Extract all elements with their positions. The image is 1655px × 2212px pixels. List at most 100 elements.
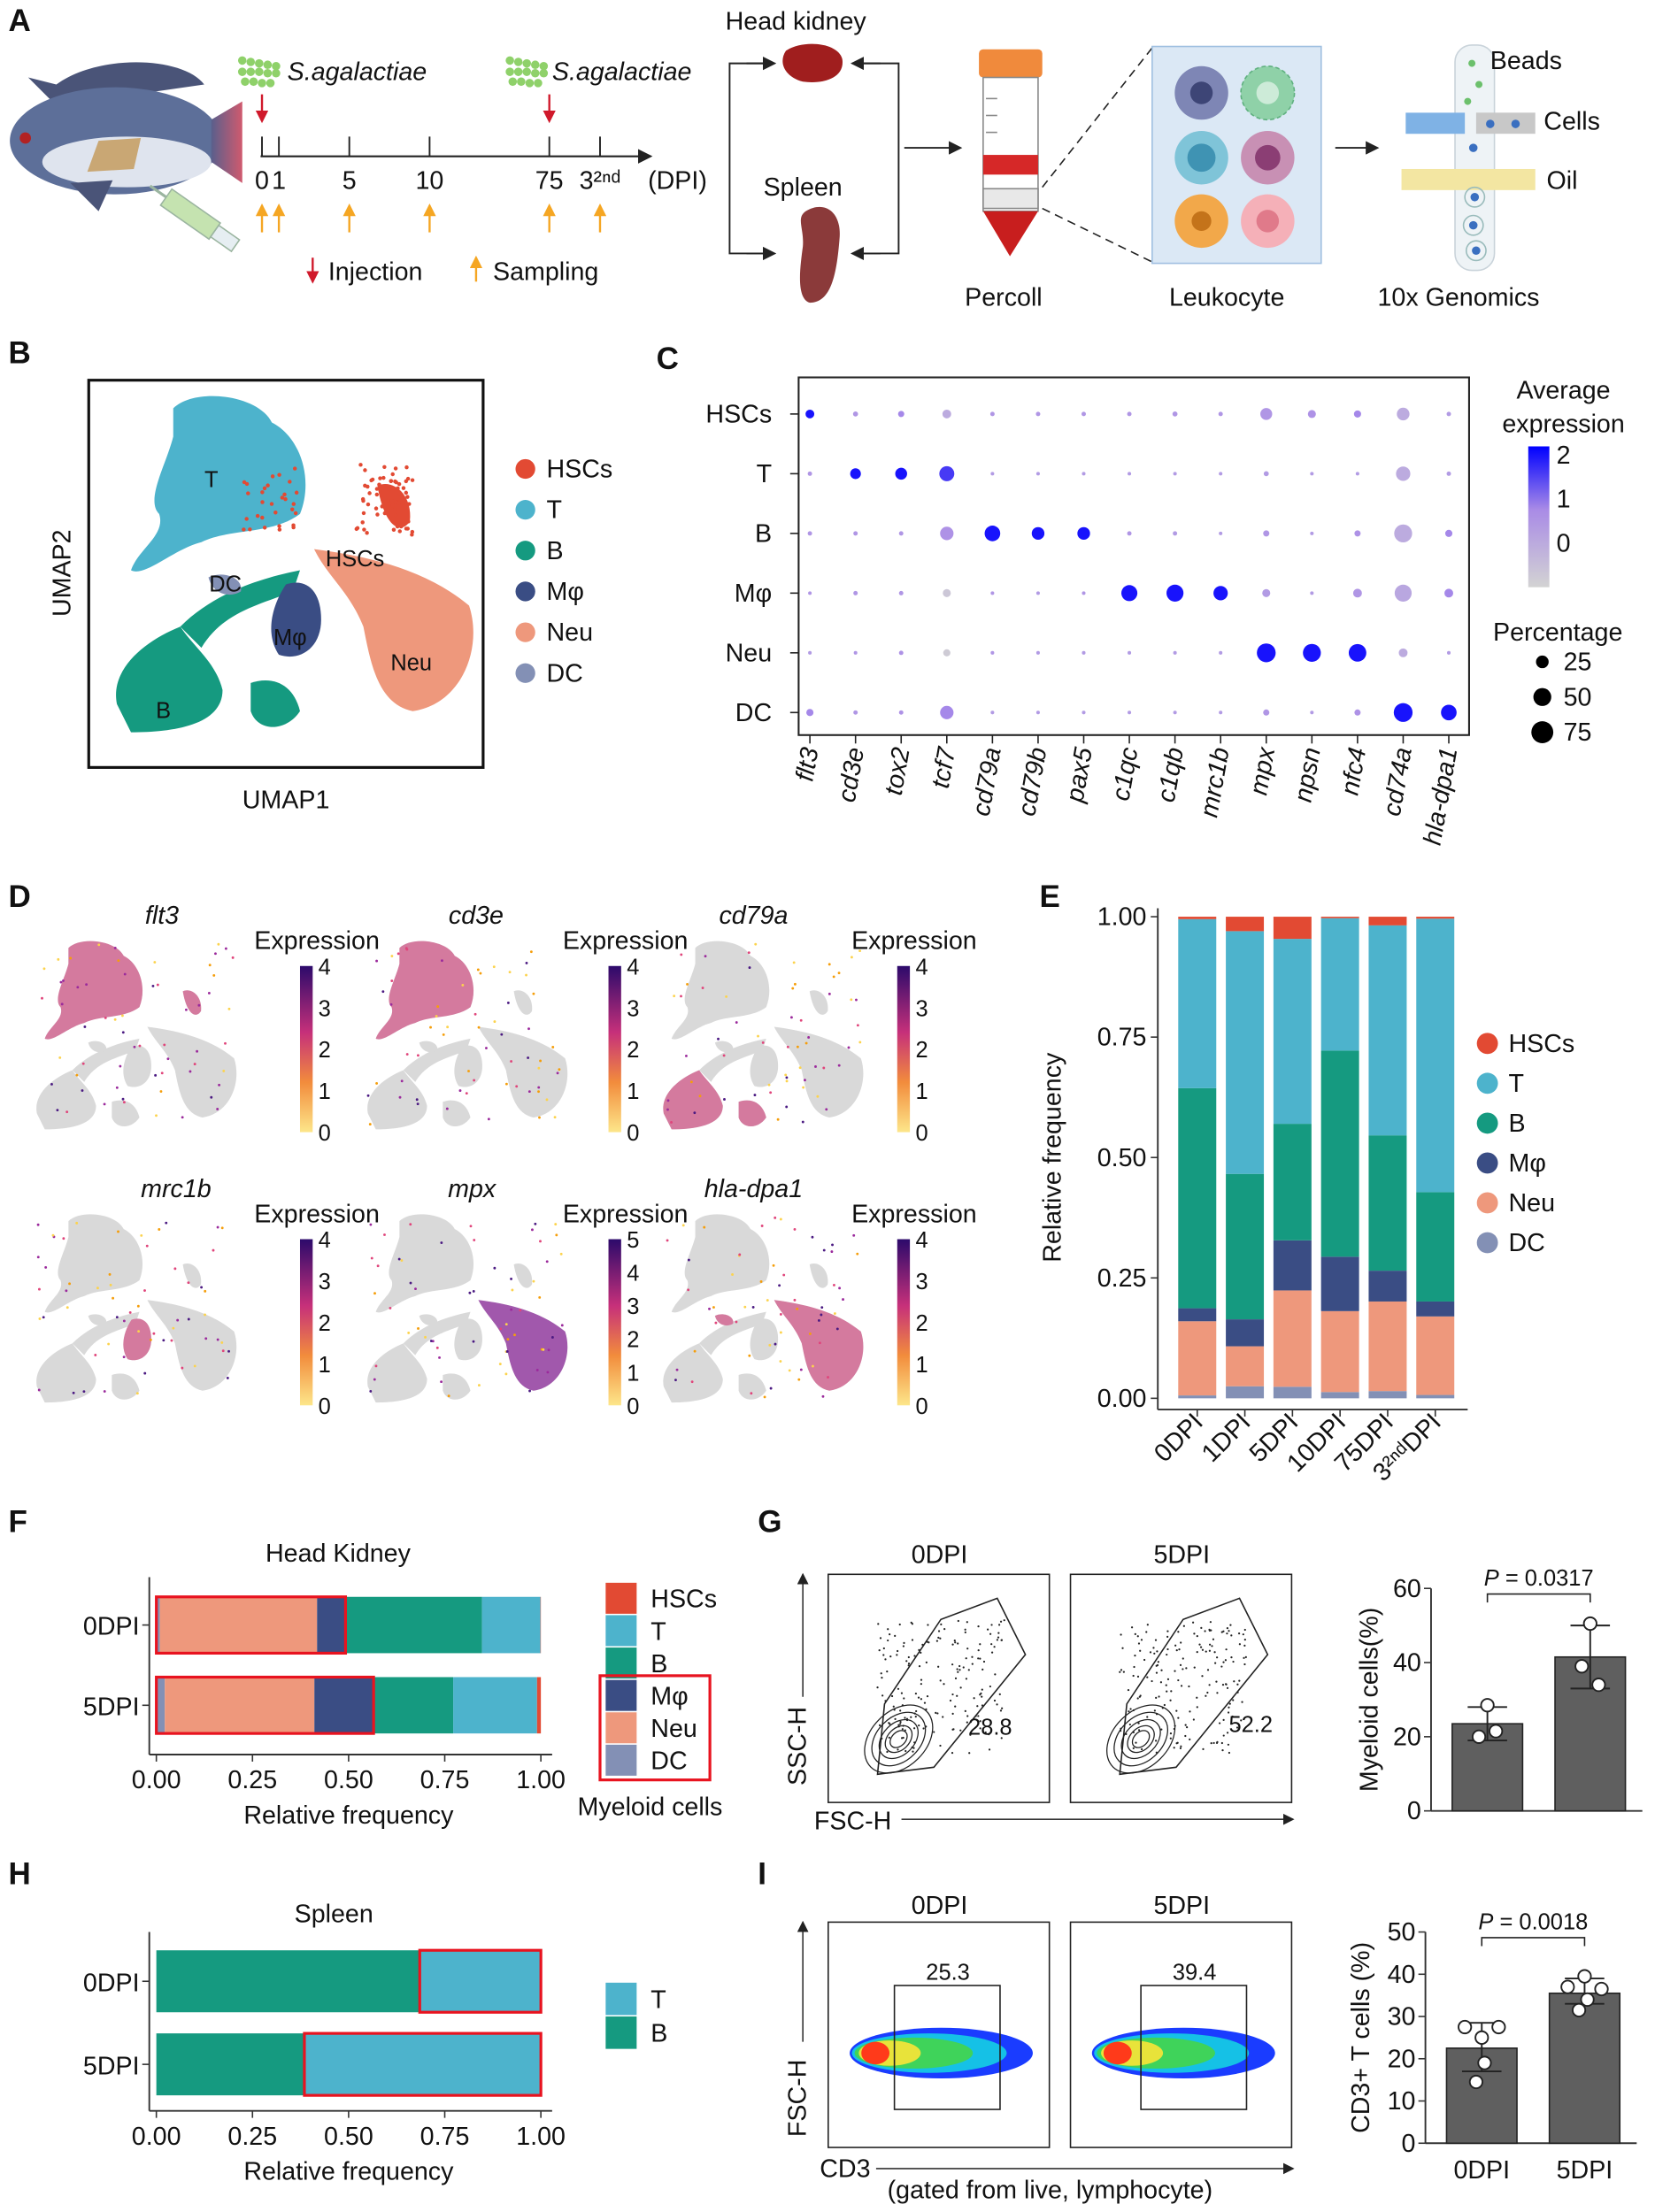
event-dot [888,1736,890,1740]
event-dot [979,1643,981,1646]
expression-point [801,1120,804,1124]
hscs-point [374,487,380,491]
event-dot [966,1621,968,1624]
expression-point [798,1066,802,1070]
hscs-point [394,512,398,518]
event-dot [951,1663,954,1666]
expression-tick-label: 3 [627,996,639,1021]
expression-point [788,1369,791,1372]
event-dot [926,1695,929,1698]
expression-point [858,949,861,953]
expression-point [414,1287,417,1291]
expression-point [83,1025,87,1028]
cell-silhouette [419,1041,438,1053]
hscs-point [374,492,380,497]
expression-point [50,1082,53,1086]
cell-silhouette [513,1263,533,1288]
expression-point [227,1007,231,1010]
hscs-point [382,465,387,470]
dot-DC-tcf7 [940,705,954,719]
expression-point [506,1338,510,1341]
expression-point [36,1256,40,1259]
expression-point [748,1354,751,1357]
expression-point [181,1366,184,1370]
y-tick-label: 50 [1388,1918,1416,1947]
event-dot [914,1715,917,1718]
color-tick-label: 0 [1557,529,1571,557]
bar-segment-Mφ-0DPI [317,1596,346,1654]
expression-point [133,1045,136,1048]
event-dot [1149,1651,1152,1654]
event-dot [1120,1633,1122,1636]
dot-Mφ-hla-dpa1 [1444,588,1453,598]
event-dot [1165,1684,1167,1686]
event-dot [1000,1639,1003,1641]
event-dot [894,1634,897,1637]
expression-point [498,1363,502,1366]
expression-point [154,1073,158,1077]
legend-swatch [605,1982,637,2016]
expression-point [766,1299,769,1302]
dot-DC-c1qc [1128,710,1132,715]
size-legend-dot [1533,687,1551,706]
expression-color-bar [897,1239,911,1406]
event-dot [1182,1624,1185,1627]
event-dot [988,1732,990,1736]
hscs-point [396,486,400,491]
panel-f-head-kidney-bar-chart: Head Kidney 0.00 0.25 0.50 0.75 1.00 Relative … [83,1540,717,1830]
event-dot [939,1679,942,1682]
cell-silhouette [738,1373,766,1400]
event-dot [1226,1686,1229,1689]
expression-point [769,1091,773,1094]
event-dot [1243,1638,1246,1641]
expression-point [757,1034,759,1038]
expression-point [226,1376,229,1379]
bacteria-icon-2 [505,56,549,88]
expression-point [793,1227,797,1231]
gate-value-0dpi: 25.3 [926,1961,970,1985]
event-dot [1176,1741,1179,1744]
expression-point [109,1283,112,1286]
legend-swatch [605,1647,637,1679]
expression-point [821,1394,825,1398]
event-dot [977,1657,980,1660]
feature-plot-mpx [367,1214,568,1403]
event-dot [981,1668,984,1671]
event-dot [981,1688,983,1691]
event-dot [996,1703,998,1706]
event-dot [952,1728,955,1731]
event-dot [940,1623,943,1625]
panel-label-f: F [9,1505,27,1540]
cell-silhouette [714,1041,734,1053]
expression-point [204,1289,207,1293]
expression-point [753,1094,757,1097]
event-dot [998,1624,1001,1626]
event-dot [954,1641,957,1644]
expression-point [504,1323,508,1326]
event-dot [1196,1706,1198,1709]
expression-point [389,1307,392,1310]
expression-point [429,1025,432,1029]
event-dot [1180,1641,1182,1644]
event-dot [1154,1740,1158,1742]
data-point [1591,1678,1606,1693]
event-dot [1232,1699,1235,1701]
expression-point [214,952,217,956]
density-contour [878,1718,919,1760]
event-dot [1169,1737,1172,1740]
cluster-t [131,396,306,572]
p-value-label: P = 0.0018 [1478,1909,1588,1934]
expression-point [97,943,101,947]
event-dot [1140,1639,1143,1641]
event-dot [1208,1643,1212,1646]
hscs-point [389,499,395,503]
x-tick-label: 0.25 [227,1766,277,1794]
cell-silhouette [367,1070,427,1130]
event-dot [936,1712,939,1715]
event-dot [892,1705,895,1708]
dot-Neu-c1qc [1128,650,1132,655]
dot-T-cd79a [990,472,995,476]
event-dot [1192,1718,1195,1721]
expression-point [858,1041,862,1044]
expression-point [172,1326,175,1330]
